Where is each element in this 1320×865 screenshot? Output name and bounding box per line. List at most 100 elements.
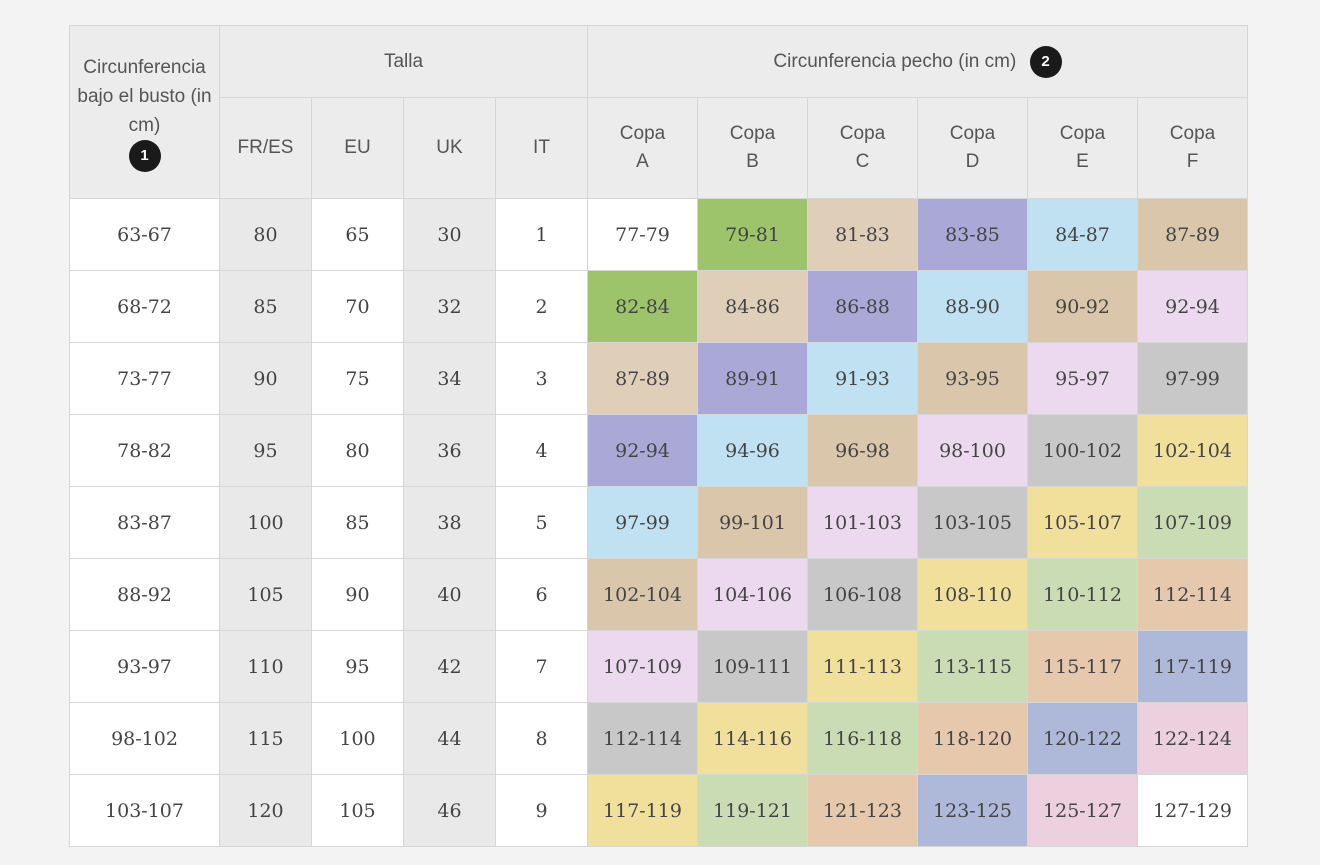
cup-letter: B bbox=[746, 151, 759, 172]
bust-range-cell: 90-92 bbox=[1027, 270, 1138, 343]
size-cell: 85 bbox=[311, 486, 404, 559]
bust-range-cell: 92-94 bbox=[1137, 270, 1248, 343]
size-cell: 95 bbox=[311, 630, 404, 703]
cup-word: Copa bbox=[949, 123, 996, 144]
underbust-cell: 88-92 bbox=[69, 558, 220, 631]
table-row: 68-72 85 70 32 2 82-84 84-86 86-88 88-90 90-92 92-… bbox=[69, 270, 1248, 343]
size-cell: 105 bbox=[311, 774, 404, 847]
size-header-label: Talla bbox=[383, 50, 424, 72]
size-cell: 80 bbox=[219, 198, 312, 271]
bust-range-cell: 127-129 bbox=[1137, 774, 1248, 847]
bust-range-cell: 120-122 bbox=[1027, 702, 1138, 775]
size-cell: 38 bbox=[403, 486, 496, 559]
size-cell: 2 bbox=[495, 270, 588, 343]
cup-header: Copa A bbox=[587, 97, 698, 199]
bust-range-cell: 95-97 bbox=[1027, 342, 1138, 415]
size-cell: 100 bbox=[311, 702, 404, 775]
underbust-cell: 68-72 bbox=[69, 270, 220, 343]
bust-range-cell: 87-89 bbox=[587, 342, 698, 415]
footnote-2-badge: 2 bbox=[1029, 45, 1062, 78]
size-column-header: EU bbox=[311, 97, 404, 199]
bust-range-cell: 116-118 bbox=[807, 702, 918, 775]
bust-range-cell: 93-95 bbox=[917, 342, 1028, 415]
bust-range-cell: 117-119 bbox=[587, 774, 698, 847]
bust-range-cell: 88-90 bbox=[917, 270, 1028, 343]
size-cell: 9 bbox=[495, 774, 588, 847]
bust-range-cell: 112-114 bbox=[587, 702, 698, 775]
bust-range-cell: 121-123 bbox=[807, 774, 918, 847]
table-row: 103-107 120 105 46 9 117-119 119-121 121-123 123… bbox=[69, 774, 1248, 847]
underbust-cell: 103-107 bbox=[69, 774, 220, 847]
size-cell: 115 bbox=[219, 702, 312, 775]
bust-range-cell: 87-89 bbox=[1137, 198, 1248, 271]
table-row: 73-77 90 75 34 3 87-89 89-91 91-93 93-95 95-97 97-… bbox=[69, 342, 1248, 415]
cup-header: Copa B bbox=[697, 97, 808, 199]
size-cell: 75 bbox=[311, 342, 404, 415]
size-cell: 80 bbox=[311, 414, 404, 487]
size-cell: 5 bbox=[495, 486, 588, 559]
cup-word: Copa bbox=[839, 123, 886, 144]
size-cell: 105 bbox=[219, 558, 312, 631]
size-cell: 1 bbox=[495, 198, 588, 271]
size-cell: 7 bbox=[495, 630, 588, 703]
bust-range-cell: 91-93 bbox=[807, 342, 918, 415]
size-cell: 85 bbox=[219, 270, 312, 343]
size-cell: 90 bbox=[311, 558, 404, 631]
bust-range-cell: 82-84 bbox=[587, 270, 698, 343]
bust-range-cell: 84-87 bbox=[1027, 198, 1138, 271]
cup-letter: D bbox=[965, 151, 980, 172]
size-cell: 90 bbox=[219, 342, 312, 415]
bust-range-cell: 100-102 bbox=[1027, 414, 1138, 487]
bust-range-cell: 117-119 bbox=[1137, 630, 1248, 703]
bust-range-cell: 94-96 bbox=[697, 414, 808, 487]
size-header: Talla bbox=[219, 25, 588, 98]
bust-header: Circunferencia pecho (in cm) 2 bbox=[587, 25, 1248, 98]
bust-range-cell: 125-127 bbox=[1027, 774, 1138, 847]
underbust-cell: 63-67 bbox=[69, 198, 220, 271]
size-cell: 65 bbox=[311, 198, 404, 271]
cup-word: Copa bbox=[729, 123, 776, 144]
bust-range-cell: 113-115 bbox=[917, 630, 1028, 703]
bust-range-cell: 112-114 bbox=[1137, 558, 1248, 631]
bust-range-cell: 97-99 bbox=[587, 486, 698, 559]
table-body: 63-67 80 65 30 1 77-79 79-81 81-83 83-85 84-87 87-… bbox=[69, 198, 1248, 847]
table-row: 93-97 110 95 42 7 107-109 109-111 111-113 113-11… bbox=[69, 630, 1248, 703]
size-cell: 3 bbox=[495, 342, 588, 415]
size-cell: 30 bbox=[403, 198, 496, 271]
cup-letter: F bbox=[1186, 151, 1199, 172]
size-cell: 42 bbox=[403, 630, 496, 703]
bust-range-cell: 101-103 bbox=[807, 486, 918, 559]
bust-header-label: Circunferencia pecho (in cm) bbox=[773, 50, 1017, 72]
bust-range-cell: 77-79 bbox=[587, 198, 698, 271]
size-cell: 6 bbox=[495, 558, 588, 631]
size-cell: 46 bbox=[403, 774, 496, 847]
bust-range-cell: 118-120 bbox=[917, 702, 1028, 775]
underbust-cell: 93-97 bbox=[69, 630, 220, 703]
cup-word: Copa bbox=[619, 123, 666, 144]
bust-range-cell: 89-91 bbox=[697, 342, 808, 415]
bust-range-cell: 98-100 bbox=[917, 414, 1028, 487]
bust-range-cell: 103-105 bbox=[917, 486, 1028, 559]
bust-range-cell: 108-110 bbox=[917, 558, 1028, 631]
underbust-cell: 73-77 bbox=[69, 342, 220, 415]
size-cell: 34 bbox=[403, 342, 496, 415]
bust-range-cell: 107-109 bbox=[587, 630, 698, 703]
underbust-cell: 78-82 bbox=[69, 414, 220, 487]
bust-range-cell: 102-104 bbox=[1137, 414, 1248, 487]
bust-range-cell: 123-125 bbox=[917, 774, 1028, 847]
cup-letter: C bbox=[855, 151, 870, 172]
bust-range-cell: 109-111 bbox=[697, 630, 808, 703]
bust-range-cell: 115-117 bbox=[1027, 630, 1138, 703]
table-row: 63-67 80 65 30 1 77-79 79-81 81-83 83-85 84-87 87-… bbox=[69, 198, 1248, 271]
size-cell: 40 bbox=[403, 558, 496, 631]
bust-range-cell: 79-81 bbox=[697, 198, 808, 271]
bust-range-cell: 119-121 bbox=[697, 774, 808, 847]
cup-word: Copa bbox=[1169, 123, 1216, 144]
bust-range-cell: 106-108 bbox=[807, 558, 918, 631]
bust-range-cell: 99-101 bbox=[697, 486, 808, 559]
size-chart-table: Circunferencia bajo el busto (in cm) 1 T… bbox=[69, 25, 1248, 847]
cup-header: Copa E bbox=[1027, 97, 1138, 199]
size-cell: 120 bbox=[219, 774, 312, 847]
cup-word: Copa bbox=[1059, 123, 1106, 144]
table-row: 88-92 105 90 40 6 102-104 104-106 106-108 108-11… bbox=[69, 558, 1248, 631]
